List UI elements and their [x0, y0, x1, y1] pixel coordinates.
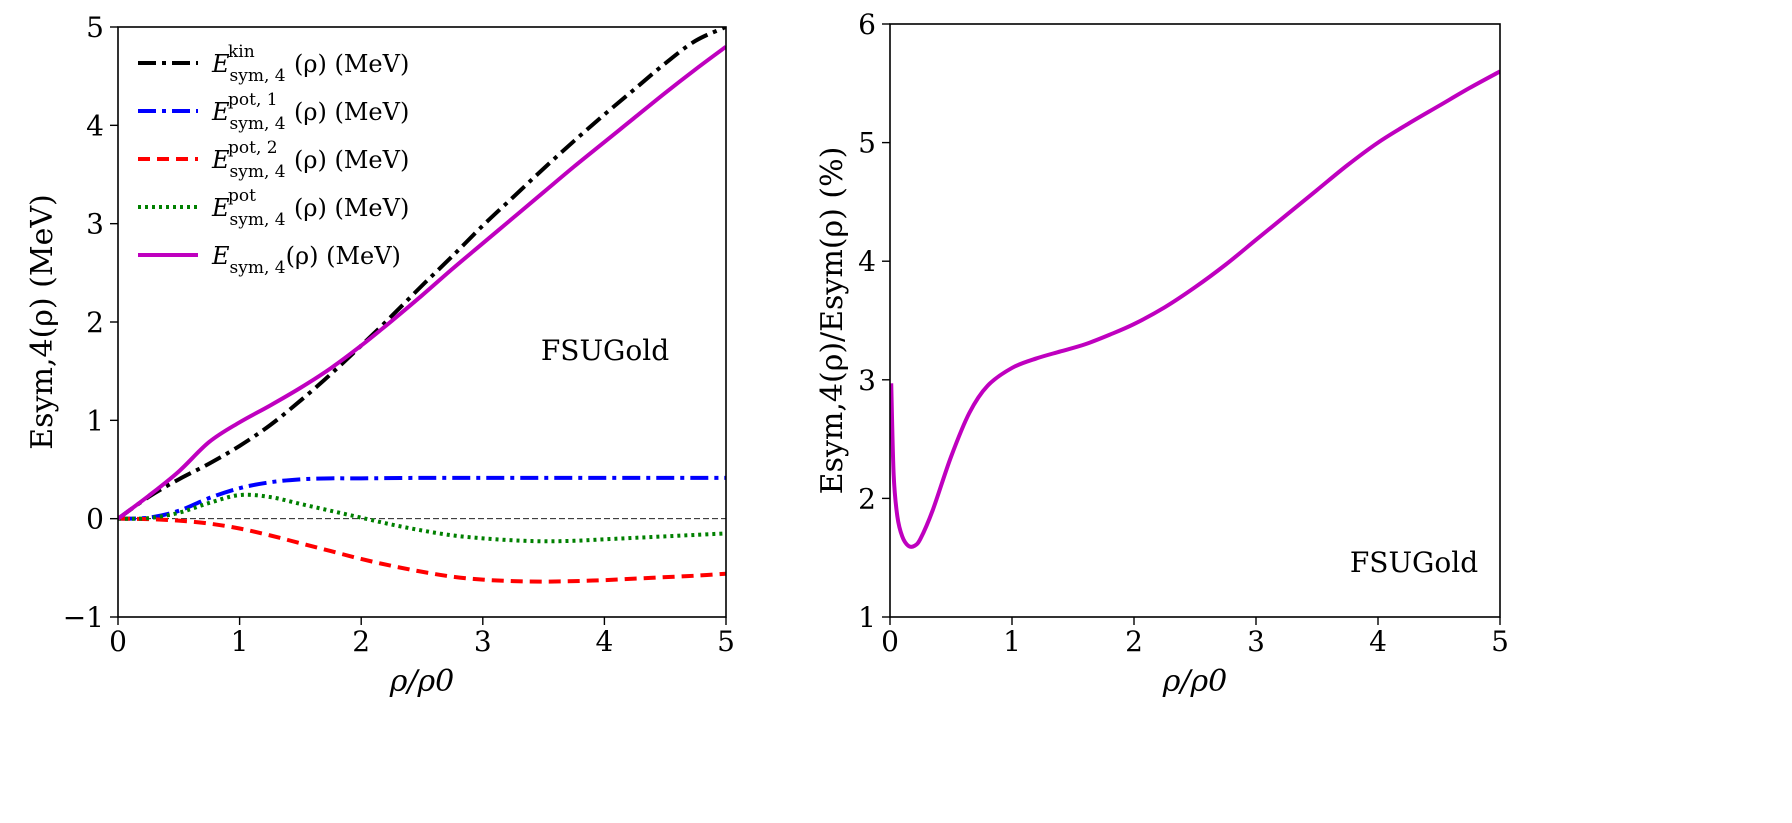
legend-label-base: E	[211, 146, 230, 174]
legend-label-subscript: sym, 4	[230, 210, 286, 230]
x-tick-label: 4	[1369, 625, 1387, 658]
legend-label-superscript: pot, 2	[228, 138, 278, 158]
y-tick-label: 3	[858, 364, 876, 397]
x-tick-label: 5	[717, 625, 735, 658]
y-tick-label: 2	[86, 306, 104, 339]
y-tick-label: 3	[86, 208, 104, 241]
legend-label-3: Esym, 4 pot, 2 (ρ) (MeV)	[211, 138, 409, 182]
series-line-2	[118, 475, 726, 521]
legend-label-subscript: sym, 4	[230, 258, 286, 278]
y-tick-label: 5	[86, 11, 104, 44]
legend-label-tail: (ρ) (MeV)	[294, 50, 409, 78]
legend-label-superscript: kin	[228, 42, 255, 62]
legend-label-tail: (ρ) (MeV)	[294, 146, 409, 174]
series-line-5	[118, 45, 726, 521]
y-tick-label: 4	[86, 109, 104, 142]
legend-label-subscript: sym, 4	[230, 114, 286, 134]
model-annotation: FSUGold	[1350, 546, 1478, 579]
legend-label-4: Esym, 4 pot (ρ) (MeV)	[211, 186, 409, 230]
y-tick-label: 2	[858, 482, 876, 515]
model-annotation: FSUGold	[541, 334, 669, 367]
x-tick-label: 3	[1247, 625, 1265, 658]
series-line-1	[890, 69, 1500, 549]
plot-frame	[889, 23, 1501, 618]
y-tick-label: −1	[63, 601, 104, 634]
y-tick-label: 0	[86, 503, 104, 536]
x-axis-label: ρ/ρ0	[1162, 664, 1227, 699]
y-tick-label: 5	[858, 127, 876, 160]
legend-label-5: Esym, 4(ρ) (MeV)	[211, 242, 401, 278]
y-tick-label: 6	[858, 8, 876, 41]
series-line-4	[118, 492, 726, 544]
x-tick-label: 1	[231, 625, 249, 658]
legend-label-subscript: sym, 4	[230, 162, 286, 182]
legend-label-tail: (ρ) (MeV)	[286, 242, 401, 270]
x-tick-label: 0	[881, 625, 899, 658]
legend-label-2: Esym, 4 pot, 1 (ρ) (MeV)	[211, 90, 409, 134]
legend-label-subscript: sym, 4	[230, 66, 286, 86]
y-tick-label: 4	[858, 245, 876, 278]
legend-label-base: E	[211, 98, 230, 126]
legend-label-superscript: pot	[228, 186, 256, 206]
x-axis-label: ρ/ρ0	[389, 664, 454, 699]
x-tick-label: 1	[1003, 625, 1021, 658]
series-group	[118, 27, 726, 584]
y-tick-label: 1	[858, 601, 876, 634]
legend-label-base: E	[211, 242, 230, 270]
x-tick-label: 2	[1125, 625, 1143, 658]
series-line-3	[118, 516, 726, 584]
legend-label-base: E	[211, 194, 230, 222]
y-axis-label: Esym,4(ρ)/Esym(ρ) (%)	[815, 147, 850, 495]
series-group	[890, 69, 1500, 549]
x-tick-label: 0	[109, 625, 127, 658]
x-tick-label: 4	[595, 625, 613, 658]
x-tick-label: 3	[474, 625, 492, 658]
legend: Esym, 4 kin (ρ) (MeV) Esym, 4 pot, 1 (ρ) (MeV…	[138, 42, 409, 278]
legend-label-tail: (ρ) (MeV)	[294, 98, 409, 126]
legend-label-superscript: pot, 1	[228, 90, 278, 110]
y-axis-label: Esym,4(ρ) (MeV)	[25, 194, 60, 449]
series-line-1	[118, 27, 726, 521]
legend-label-base: E	[211, 50, 230, 78]
x-tick-label: 5	[1491, 625, 1509, 658]
y-tick-label: 1	[86, 404, 104, 437]
legend-label-1: Esym, 4 kin (ρ) (MeV)	[211, 42, 409, 86]
x-tick-label: 2	[352, 625, 370, 658]
legend-label-tail: (ρ) (MeV)	[294, 194, 409, 222]
